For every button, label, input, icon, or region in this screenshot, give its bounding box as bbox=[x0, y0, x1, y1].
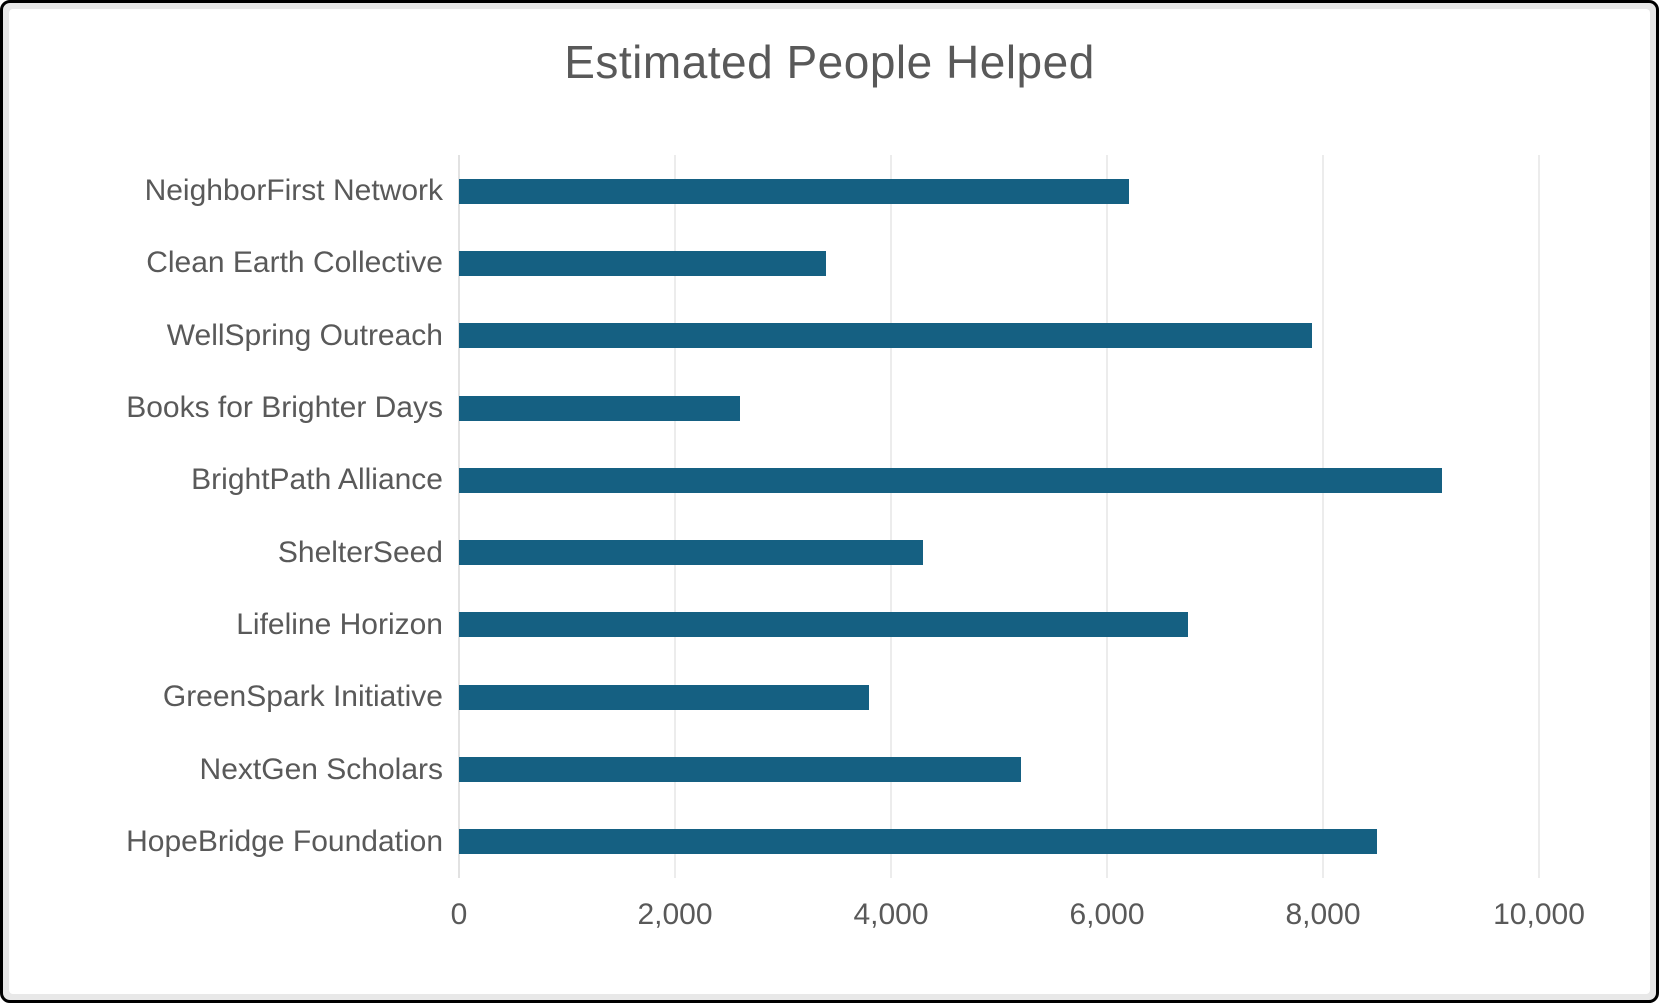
gridline bbox=[1106, 155, 1108, 878]
title-area: Estimated People Helped bbox=[9, 9, 1650, 155]
y-axis-label: NextGen Scholars bbox=[199, 752, 443, 786]
bar bbox=[459, 684, 870, 710]
bar-row bbox=[459, 372, 1539, 444]
y-axis-label: WellSpring Outreach bbox=[166, 318, 443, 352]
y-axis-label: BrightPath Alliance bbox=[191, 463, 443, 497]
y-axis-line bbox=[458, 155, 460, 878]
x-axis: 0 2,000 4,000 6,000 8,000 10,000 bbox=[9, 878, 1650, 994]
bar-row bbox=[459, 516, 1539, 588]
plot-wrap bbox=[458, 155, 1540, 878]
y-axis-label: NeighborFirst Network bbox=[144, 174, 443, 208]
x-axis-tick-label: 2,000 bbox=[637, 898, 713, 931]
y-axis-label: ShelterSeed bbox=[277, 535, 443, 569]
x-axis-tick-label: 10,000 bbox=[1493, 898, 1585, 931]
y-axis-label: Books for Brighter Days bbox=[126, 391, 443, 425]
bar bbox=[459, 757, 1021, 783]
bar-row bbox=[459, 806, 1539, 878]
bar bbox=[459, 612, 1188, 638]
bar bbox=[459, 250, 827, 276]
plot-area bbox=[458, 155, 1540, 878]
bar bbox=[459, 395, 740, 421]
chart-title: Estimated People Helped bbox=[564, 36, 1095, 88]
bar-row bbox=[459, 155, 1539, 227]
x-axis-tick-label: 6,000 bbox=[1069, 898, 1145, 931]
gridline bbox=[1538, 155, 1540, 878]
bar-rows bbox=[459, 155, 1539, 878]
gridline bbox=[890, 155, 892, 878]
x-axis-spacer bbox=[9, 878, 459, 994]
y-axis-label: HopeBridge Foundation bbox=[126, 824, 443, 858]
x-axis-tick-labels: 0 2,000 4,000 6,000 8,000 10,000 bbox=[451, 878, 1585, 994]
bar bbox=[459, 467, 1442, 493]
bar bbox=[459, 323, 1313, 349]
gridline bbox=[674, 155, 676, 878]
x-axis-tick-label: 0 bbox=[450, 898, 468, 931]
bar bbox=[459, 178, 1129, 204]
y-axis-labels: NeighborFirst Network Clean Earth Collect… bbox=[9, 155, 459, 878]
bar-row bbox=[459, 589, 1539, 661]
bar bbox=[459, 540, 924, 566]
bar-row bbox=[459, 661, 1539, 733]
x-axis-tick-label: 8,000 bbox=[1285, 898, 1361, 931]
y-axis-label: Clean Earth Collective bbox=[146, 246, 443, 280]
bar-row bbox=[459, 227, 1539, 299]
bar-chart: Estimated People Helped NeighborFirst Ne… bbox=[9, 9, 1650, 994]
bar-row bbox=[459, 733, 1539, 805]
gridline bbox=[1322, 155, 1324, 878]
chart-body: NeighborFirst Network Clean Earth Collect… bbox=[9, 155, 1650, 878]
bar bbox=[459, 829, 1377, 855]
bar-row bbox=[459, 444, 1539, 516]
bar-row bbox=[459, 300, 1539, 372]
x-axis-tick-label: 4,000 bbox=[853, 898, 929, 931]
y-axis-label: GreenSpark Initiative bbox=[162, 680, 443, 714]
y-axis-label: Lifeline Horizon bbox=[236, 607, 443, 641]
